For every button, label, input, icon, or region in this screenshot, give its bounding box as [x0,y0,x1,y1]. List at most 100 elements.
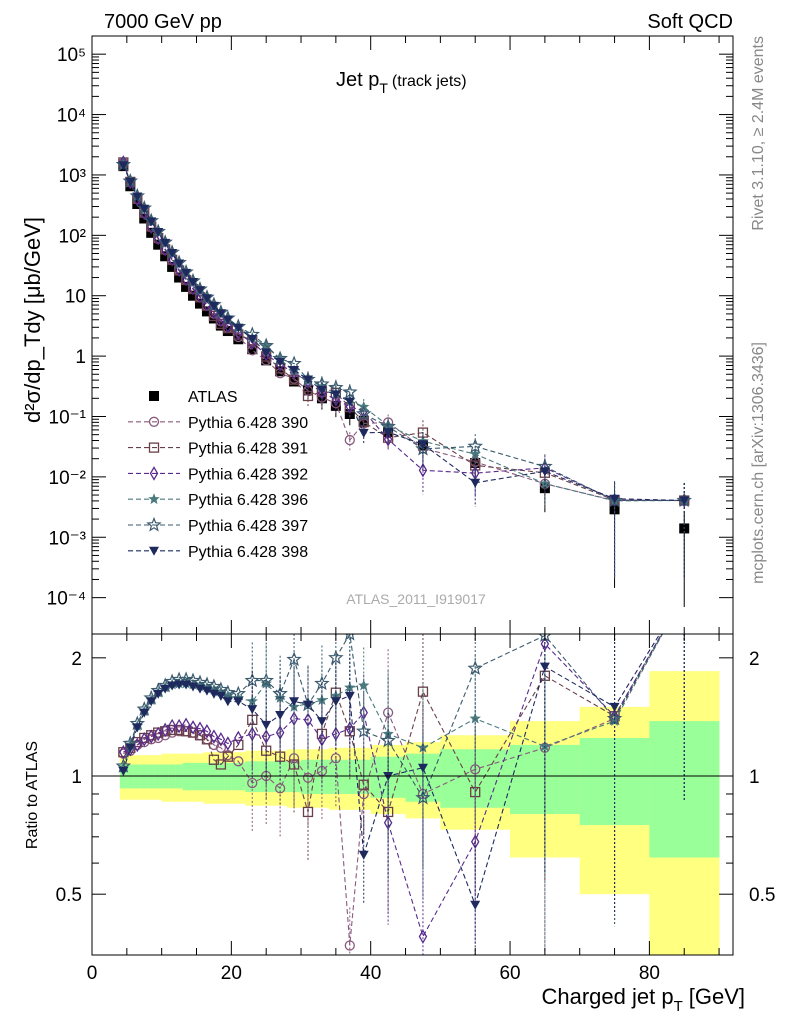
ratio-point [418,929,428,944]
ratio-y-tick-label: 0.5 [56,885,82,906]
rivet-label: Rivet 3.1.10, ≥ 2.4M events [750,36,767,231]
ratio-point [233,697,244,707]
stat-uncertainty-band [217,762,225,791]
ratio-point [215,742,227,753]
data-point [208,301,219,311]
ratio-point [275,711,286,721]
ratio-point [181,717,191,733]
data-point [125,177,136,187]
ratio-point [233,739,244,751]
data-point [679,496,690,506]
y-tick-label: 10 [65,287,86,308]
legend-marker [149,391,159,401]
ratio-point [272,685,288,701]
legend-marker [149,466,159,481]
data-point [188,277,199,287]
ratio-y-tick-label-right: 0.5 [749,885,775,906]
y-tick-label: 10⁻² [49,468,87,489]
data-point [194,286,205,296]
ratio-point [195,721,205,736]
ratio-y-axis-label: Ratio to ATLAS [24,741,41,849]
data-point [233,323,244,333]
legend: ATLAS Pythia 6.428 390 Pythia 6.428 391 Pyt… [128,389,308,561]
legend-entry: Pythia 6.428 391 [128,441,308,458]
ratio-point [146,697,157,707]
ratio-point [314,675,330,691]
data-point [118,161,129,171]
legend-marker [148,442,160,453]
ratio-point [160,722,170,738]
legend-label: ATLAS [188,389,238,406]
data-point [355,405,372,421]
legend-label: Pythia 6.428 398 [188,544,308,561]
ratio-frame [91,633,734,956]
ratio-point [344,691,355,701]
ratio-point [380,732,396,748]
ratio-point [167,681,178,691]
ratio-point [160,684,171,694]
stat-uncertainty-band [210,762,218,791]
legend-label: Pythia 6.428 390 [188,415,308,432]
ratio-point [330,697,341,707]
y-tick-label: 10⁻¹ [49,407,87,428]
main-plot [115,155,692,607]
stat-uncertainty-band [203,762,211,791]
ratio-point [222,751,234,762]
data-point [418,462,428,478]
ratio-point [230,685,247,701]
y-tick-label: 10⁵ [57,45,86,66]
legend-marker [149,546,159,556]
ratio-point [202,723,212,739]
ratio-point [470,834,480,850]
data-point [383,428,394,438]
ratio-point [302,700,313,710]
ratio-point [173,724,185,736]
x-tick-label: 20 [221,963,242,984]
ratio-point [215,759,227,770]
ratio-point [167,718,177,734]
ratio-point [608,715,621,726]
ratio-point [345,634,355,641]
ratio-point [247,705,258,715]
ratio-line-4 [122,634,664,768]
ratio-point [201,686,212,696]
ratio-point [358,679,370,691]
y-tick-label: 10² [59,226,86,247]
x-axis-label-unit: [GeV] [689,984,745,1009]
stat-uncertainty-band [273,761,288,793]
data-point [469,448,481,459]
data-point [174,262,184,278]
legend-entry: Pythia 6.428 397 [128,516,308,535]
stat-uncertainty-band [649,721,720,858]
mcplots-label: mcplots.cern.ch [arXiv:1306.3436] [750,342,767,584]
ratio-plot [92,634,733,955]
ratio-point [289,697,300,707]
ratio-point [316,717,327,727]
chart-title: Jet pT (track jets) [336,69,467,96]
series-line-6 [122,165,685,502]
ratio-point [215,691,226,701]
series-line-5 [122,164,685,502]
ratio-point [153,726,163,742]
ratio-point [223,736,233,751]
ratio-point [328,649,344,665]
ratio-point [146,729,156,744]
ratio-point [317,732,327,747]
data-point [247,334,258,344]
ratio-point [233,756,244,767]
ratio-y-tick-label-right: 2 [749,649,760,670]
ratio-point [234,730,243,746]
legend-entry: Pythia 6.428 396 [128,492,308,509]
ratio-point [258,672,274,688]
data-point [609,494,620,504]
ratio-point [470,900,481,910]
ratio-point [174,718,184,734]
data-point [167,248,178,258]
legend-entry: ATLAS [149,389,238,406]
x-axis-label-sub: T [674,998,683,1015]
data-point [275,357,286,367]
ratio-point [166,724,178,736]
series-line-3 [122,162,685,502]
